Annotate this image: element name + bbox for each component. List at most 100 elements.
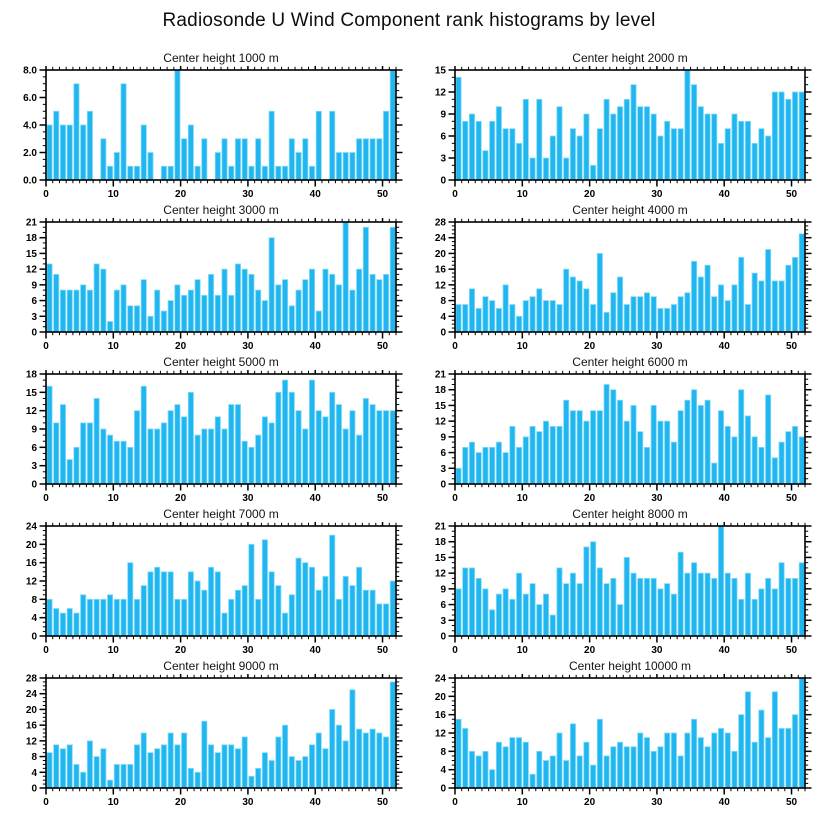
svg-text:30: 30 <box>242 797 254 808</box>
svg-text:30: 30 <box>651 341 663 352</box>
chart-title: Center height 7000 m <box>163 507 279 521</box>
svg-text:0: 0 <box>31 480 37 491</box>
svg-text:6: 6 <box>440 600 446 611</box>
svg-text:0: 0 <box>31 632 37 643</box>
svg-text:40: 40 <box>310 189 322 200</box>
svg-text:0: 0 <box>452 645 458 656</box>
svg-text:9: 9 <box>31 280 37 291</box>
svg-text:0: 0 <box>43 645 49 656</box>
svg-text:20: 20 <box>175 797 187 808</box>
svg-text:15: 15 <box>435 553 447 564</box>
svg-text:28: 28 <box>26 674 38 685</box>
svg-text:28: 28 <box>435 218 447 229</box>
svg-text:8: 8 <box>440 296 446 307</box>
chart-title: Center height 10000 m <box>568 659 692 673</box>
svg-text:20: 20 <box>26 540 38 551</box>
svg-text:40: 40 <box>310 797 322 808</box>
chart-center-height-3000m: Center height 3000 m 0 10 20 30 40 50 0 3 6 9 12 15… <box>0 202 409 354</box>
svg-text:6: 6 <box>440 448 446 459</box>
svg-text:10: 10 <box>517 645 529 656</box>
chart-center-height-8000m: Center height 8000 m 0 10 20 30 40 50 0 3 6 9 12 15… <box>409 506 818 658</box>
svg-text:50: 50 <box>786 493 798 504</box>
svg-text:50: 50 <box>377 189 389 200</box>
svg-text:16: 16 <box>26 721 38 732</box>
svg-text:20: 20 <box>435 249 447 260</box>
svg-text:8.0: 8.0 <box>23 66 37 77</box>
svg-text:3: 3 <box>440 616 446 627</box>
svg-text:50: 50 <box>377 645 389 656</box>
svg-text:24: 24 <box>26 522 38 533</box>
svg-text:12: 12 <box>435 729 447 740</box>
svg-text:24: 24 <box>435 233 447 244</box>
svg-text:24: 24 <box>26 689 38 700</box>
svg-text:20: 20 <box>584 493 596 504</box>
svg-text:8: 8 <box>440 747 446 758</box>
svg-text:4: 4 <box>440 312 446 323</box>
svg-text:15: 15 <box>26 388 38 399</box>
svg-text:20: 20 <box>435 692 447 703</box>
svg-text:3: 3 <box>440 154 446 165</box>
svg-text:4: 4 <box>440 765 446 776</box>
svg-text:12: 12 <box>435 569 447 580</box>
svg-text:3: 3 <box>31 312 37 323</box>
svg-text:0: 0 <box>440 328 446 339</box>
svg-text:8: 8 <box>31 595 37 606</box>
svg-text:4: 4 <box>31 768 37 779</box>
svg-text:40: 40 <box>719 189 731 200</box>
svg-text:30: 30 <box>651 189 663 200</box>
svg-text:12: 12 <box>26 577 38 588</box>
svg-text:6: 6 <box>440 132 446 143</box>
svg-text:20: 20 <box>584 645 596 656</box>
svg-text:20: 20 <box>175 341 187 352</box>
svg-text:6.0: 6.0 <box>23 93 37 104</box>
chart-title: Center height 5000 m <box>163 355 279 369</box>
chart-title: Center height 8000 m <box>572 507 688 521</box>
chart-center-height-1000m: Center height 1000 m 0 10 20 30 40 50 0.0 2.0 4.… <box>0 50 409 202</box>
svg-text:40: 40 <box>310 493 322 504</box>
svg-text:12: 12 <box>435 88 447 99</box>
svg-text:16: 16 <box>435 710 447 721</box>
svg-text:30: 30 <box>651 493 663 504</box>
svg-text:21: 21 <box>435 522 447 533</box>
svg-text:6: 6 <box>31 443 37 454</box>
svg-text:15: 15 <box>26 249 38 260</box>
svg-text:10: 10 <box>517 189 529 200</box>
chart-title: Center height 9000 m <box>163 659 279 673</box>
svg-text:9: 9 <box>440 432 446 443</box>
svg-text:20: 20 <box>584 341 596 352</box>
svg-text:9: 9 <box>440 110 446 121</box>
svg-text:0: 0 <box>452 189 458 200</box>
svg-text:3: 3 <box>440 464 446 475</box>
svg-text:6: 6 <box>31 296 37 307</box>
page-title: Radiosonde U Wind Component rank histogr… <box>162 10 656 31</box>
svg-text:50: 50 <box>377 493 389 504</box>
svg-text:0: 0 <box>440 480 446 491</box>
chart-title: Center height 4000 m <box>572 203 688 217</box>
svg-text:12: 12 <box>26 265 38 276</box>
svg-text:18: 18 <box>435 385 447 396</box>
histogram-plot-3000m: 0 10 20 30 40 50 0 3 6 9 12 15 18 21 <box>26 218 403 352</box>
svg-text:50: 50 <box>377 797 389 808</box>
svg-text:50: 50 <box>786 189 798 200</box>
histogram-plot-6000m: 0 10 20 30 40 50 0 3 6 9 12 15 18 21 <box>435 370 812 504</box>
svg-text:0: 0 <box>43 341 49 352</box>
svg-text:8: 8 <box>31 752 37 763</box>
svg-text:10: 10 <box>108 797 120 808</box>
chart-center-height-5000m: Center height 5000 m 0 10 20 30 40 50 0 3 6 9 12 15… <box>0 354 409 506</box>
svg-text:0.0: 0.0 <box>23 176 37 187</box>
svg-text:9: 9 <box>440 584 446 595</box>
svg-text:9: 9 <box>31 425 37 436</box>
svg-text:0: 0 <box>43 189 49 200</box>
svg-text:21: 21 <box>435 370 447 381</box>
svg-text:16: 16 <box>435 265 447 276</box>
svg-text:0: 0 <box>43 797 49 808</box>
svg-text:4.0: 4.0 <box>23 121 37 132</box>
svg-text:15: 15 <box>435 66 447 77</box>
svg-text:0: 0 <box>31 328 37 339</box>
chart-center-height-10000m: Center height 10000 m 0 10 20 30 40 50 0 4 8 12 16… <box>409 658 818 810</box>
svg-text:15: 15 <box>435 401 447 412</box>
chart-center-height-9000m: Center height 9000 m 0 10 20 30 40 50 0 4 8 12 16 2… <box>0 658 409 810</box>
svg-text:30: 30 <box>242 189 254 200</box>
svg-text:30: 30 <box>242 493 254 504</box>
histogram-plot-9000m: 0 10 20 30 40 50 0 4 8 12 16 20 24 28 <box>26 674 403 808</box>
